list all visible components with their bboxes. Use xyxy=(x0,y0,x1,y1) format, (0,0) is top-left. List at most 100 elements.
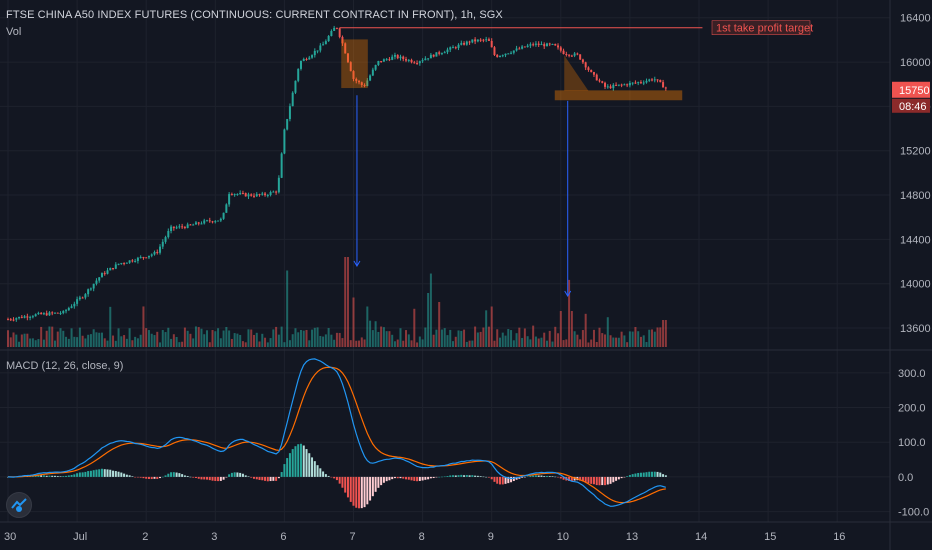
candle-body xyxy=(377,60,380,65)
volume-bar xyxy=(272,329,275,347)
volume-bars xyxy=(7,257,667,347)
volume-bar xyxy=(476,332,479,347)
macd-histogram-bar xyxy=(510,476,513,483)
volume-bar xyxy=(653,331,656,347)
pattern-zone xyxy=(341,39,368,89)
time-tick-label: 14 xyxy=(695,531,707,543)
candle-body xyxy=(153,252,156,255)
volume-bar xyxy=(540,337,543,347)
macd-histogram-bar xyxy=(617,476,620,480)
time-tick-label: 2 xyxy=(142,531,148,543)
macd-histogram-bar xyxy=(446,476,449,477)
volume-bar xyxy=(330,334,333,347)
macd-histogram-bar xyxy=(78,472,81,477)
macd-histogram-bar xyxy=(623,476,626,478)
volume-bar xyxy=(521,337,524,347)
candle-body xyxy=(40,312,43,315)
countdown-tag xyxy=(892,98,930,113)
candle-body xyxy=(308,57,311,60)
macd-histogram-bar xyxy=(291,449,294,477)
volume-bar xyxy=(601,333,604,347)
macd-line xyxy=(7,358,666,507)
candle-body xyxy=(598,80,601,82)
volume-bar xyxy=(446,335,449,347)
take-profit-label: 1st take profit target xyxy=(716,23,813,35)
candle-body xyxy=(42,313,45,315)
macd-histogram-bar xyxy=(360,476,363,509)
volume-bar xyxy=(244,342,247,347)
candle-body xyxy=(192,224,195,226)
macd-histogram-bar xyxy=(584,476,587,483)
volume-bar xyxy=(374,321,377,347)
macd-histogram-bar xyxy=(175,472,178,477)
macd-histogram-bar xyxy=(366,476,369,505)
volume-bar xyxy=(496,329,499,347)
macd-histogram-bar xyxy=(637,472,640,477)
volume-bar xyxy=(67,338,70,347)
candle-body xyxy=(299,60,302,69)
macd-histogram-bar xyxy=(228,474,231,477)
volume-bar xyxy=(333,339,336,347)
volume-bar xyxy=(457,330,460,347)
macd-histogram-bar xyxy=(37,475,40,477)
macd-histogram-bar xyxy=(333,476,336,479)
macd-histogram-bar xyxy=(275,476,278,481)
volume-bar xyxy=(136,338,139,347)
volume-bar xyxy=(363,339,366,347)
macd-histogram-bar xyxy=(349,476,352,502)
candle-body xyxy=(399,56,402,59)
volume-bar xyxy=(131,340,134,347)
volume-bar xyxy=(377,331,380,347)
candle-body xyxy=(258,194,261,196)
macd-histogram-bar xyxy=(181,474,184,477)
volume-bar xyxy=(507,329,510,347)
support-zone xyxy=(554,90,683,101)
candle-body xyxy=(606,86,609,88)
candle-body xyxy=(255,194,258,197)
macd-histogram-bar xyxy=(53,475,56,477)
candle-body xyxy=(37,312,40,315)
macd-histogram-bar xyxy=(590,476,593,484)
macd-histogram-bar xyxy=(297,444,300,477)
volume-bar xyxy=(81,335,84,347)
candle-body xyxy=(117,263,120,265)
candle-body xyxy=(48,312,51,316)
macd-histogram-bar xyxy=(363,476,366,508)
volume-bar xyxy=(341,338,344,347)
candle-body xyxy=(59,313,62,315)
candle-body xyxy=(335,27,338,29)
volume-bar xyxy=(504,335,507,347)
volume-bar xyxy=(498,337,501,347)
candle-body xyxy=(545,43,548,47)
candle-body xyxy=(540,44,543,46)
candle-body xyxy=(145,257,148,259)
candle-body xyxy=(523,46,526,48)
candle-body xyxy=(410,59,413,63)
volume-bar xyxy=(659,327,662,347)
macd-histogram-bar xyxy=(656,471,659,477)
candle-body xyxy=(125,262,128,264)
volume-bar xyxy=(145,328,148,347)
candle-body xyxy=(228,194,231,205)
volume-bar xyxy=(565,339,568,347)
candle-body xyxy=(18,316,21,319)
candle-body xyxy=(449,47,452,50)
macd-histogram-bar xyxy=(208,476,211,481)
volume-bar xyxy=(324,334,327,347)
price-tick-label: 16000 xyxy=(900,57,931,69)
candle-body xyxy=(9,319,12,321)
macd-histogram-bar xyxy=(299,443,302,477)
candle-body xyxy=(498,55,501,58)
candle-body xyxy=(319,45,322,51)
candle-body xyxy=(344,43,347,54)
candle-body xyxy=(407,59,410,61)
volume-bar xyxy=(56,331,59,347)
candle-body xyxy=(504,53,507,56)
candle-body xyxy=(645,80,648,83)
volume-bar xyxy=(280,326,283,347)
volume-bar xyxy=(208,342,211,347)
candle-body xyxy=(639,82,642,84)
tradingview-logo[interactable] xyxy=(6,492,32,518)
volume-bar xyxy=(587,342,590,347)
